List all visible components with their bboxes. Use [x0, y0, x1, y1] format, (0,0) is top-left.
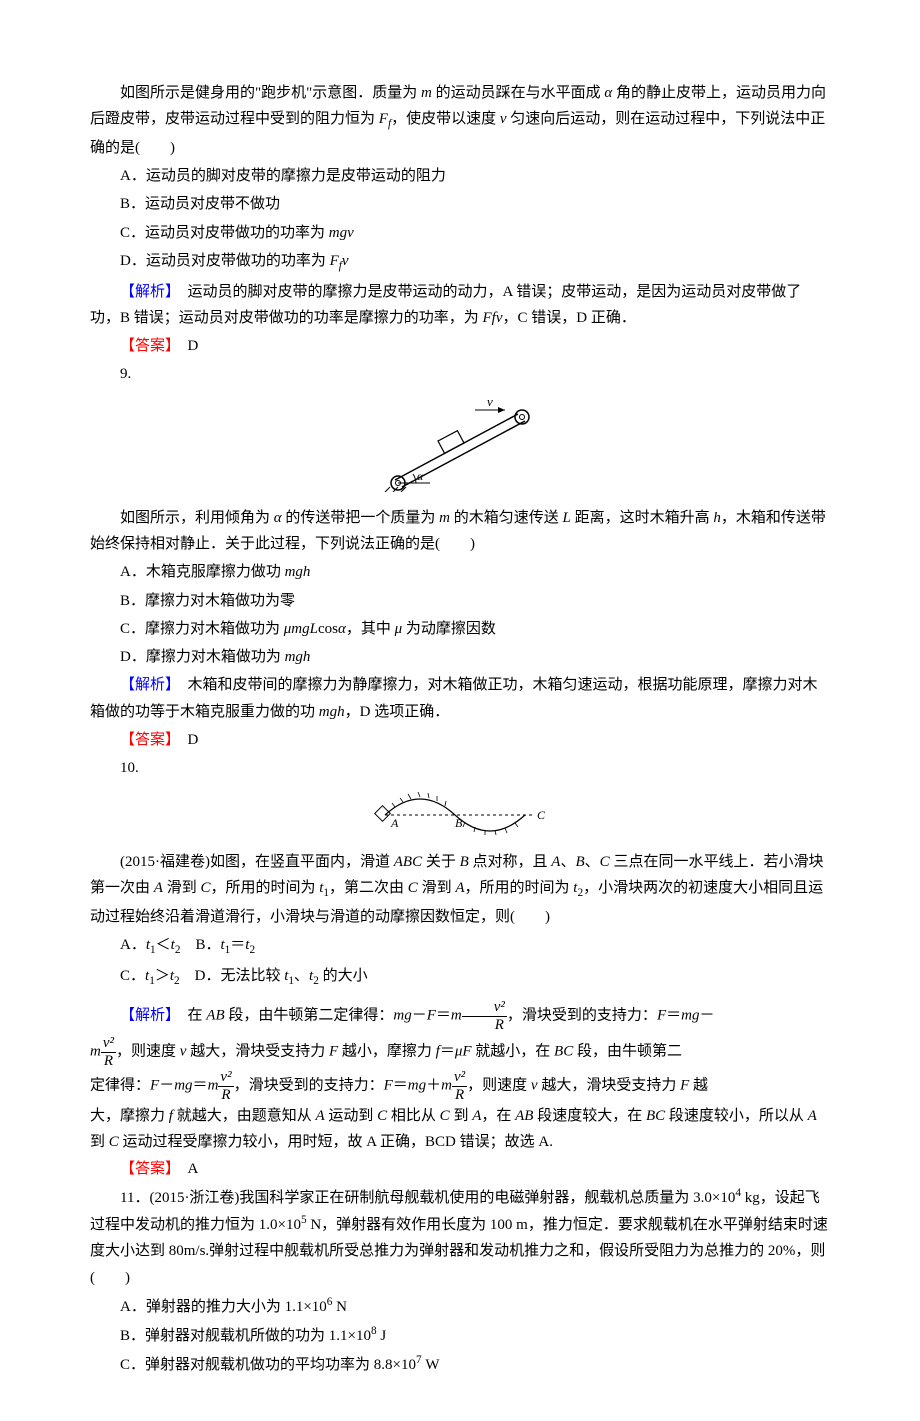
v-label: v: [487, 394, 493, 409]
q9-answer: 【答案】 D: [90, 727, 830, 753]
q9-stem: 如图所示，利用倾角为 α 的传送带把一个质量为 m 的木箱匀速传送 L 距离，这…: [90, 505, 830, 558]
answer-label: 【答案】: [120, 732, 173, 748]
q8-optD: D．运动员对皮带做功的功率为 Ffv: [90, 248, 830, 277]
q9-figure: v α: [90, 392, 830, 501]
answer-value: D: [188, 338, 199, 354]
q8-optC: C．运动员对皮带做功的功率为 mgv: [90, 220, 830, 246]
q10-optCD: C．t1＞t2 D．无法比较 t1、t2 的大小: [90, 963, 830, 992]
answer-value: A: [188, 1161, 199, 1177]
analysis-label: 【解析】: [120, 1008, 173, 1024]
q11-optC: C．弹射器对舰载机做功的平均功率为 8.8×107 W: [90, 1351, 830, 1378]
q9-optD: D．摩擦力对木箱做功为 mgh: [90, 644, 830, 670]
q8-stem: 如图所示是健身用的"跑步机"示意图．质量为 m 的运动员踩在与水平面成 α 角的…: [90, 80, 830, 161]
answer-value: D: [188, 732, 199, 748]
label-B: B: [455, 816, 463, 830]
q11-stem: 11．(2015·浙江卷)我国科学家正在研制航母舰载机使用的电磁弹射器，舰载机总…: [90, 1184, 830, 1291]
label-C: C: [537, 808, 546, 822]
analysis-label: 【解析】: [120, 677, 173, 693]
angle-label: α: [417, 469, 424, 483]
q9-num: 9.: [90, 361, 830, 387]
q8-optA: A．运动员的脚对皮带的摩擦力是皮带运动的阻力: [90, 163, 830, 189]
q9-optC: C．摩擦力对木箱做功为 μmgLcosα，其中 μ 为动摩擦因数: [90, 616, 830, 642]
q10-stem: (2015·福建卷)如图，在竖直平面内，滑道 ABC 关于 B 点对称，且 A、…: [90, 849, 830, 930]
analysis-label: 【解析】: [120, 284, 173, 300]
q10-num: 10.: [90, 755, 830, 781]
answer-label: 【答案】: [120, 338, 173, 354]
q8-optB: B．运动员对皮带不做功: [90, 191, 830, 217]
q10-figure: A B C: [90, 785, 830, 844]
q10-optAB: A．t1＜t2 B．t1＝t2: [90, 932, 830, 961]
q11-optA: A．弹射器的推力大小为 1.1×106 N: [90, 1293, 830, 1320]
q10-analysis-2: mv²R，则速度 v 越大，滑块受支持力 F 越小，摩擦力 f＝μF 就越小，在…: [90, 1035, 830, 1069]
q9-optA: A．木箱克服摩擦力做功 mgh: [90, 559, 830, 585]
q11-optB: B．弹射器对舰载机所做的功为 1.1×108 J: [90, 1322, 830, 1349]
q10-answer: 【答案】 A: [90, 1156, 830, 1182]
label-A: A: [390, 816, 399, 830]
q8-analysis: 【解析】 运动员的脚对皮带的摩擦力是皮带运动的动力，A 错误；皮带运动，是因为运…: [90, 279, 830, 332]
q9-optB: B．摩擦力对木箱做功为零: [90, 588, 830, 614]
q9-analysis: 【解析】 木箱和皮带间的摩擦力为静摩擦力，对木箱做正功，木箱匀速运动，根据功能原…: [90, 672, 830, 725]
q8-answer: 【答案】 D: [90, 333, 830, 359]
q10-analysis-4: 大，摩擦力 f 就越大，由题意知从 A 运动到 C 相比从 C 到 A，在 AB…: [90, 1103, 830, 1156]
q10-analysis-1: 【解析】 在 AB 段，由牛顿第二定律得：mg－F＝mv²R，滑块受到的支持力：…: [90, 999, 830, 1033]
answer-label: 【答案】: [120, 1161, 173, 1177]
q10-analysis-3: 定律得：F－mg＝mv²R，滑块受到的支持力：F＝mg＋mv²R，则速度 v 越…: [90, 1069, 830, 1103]
